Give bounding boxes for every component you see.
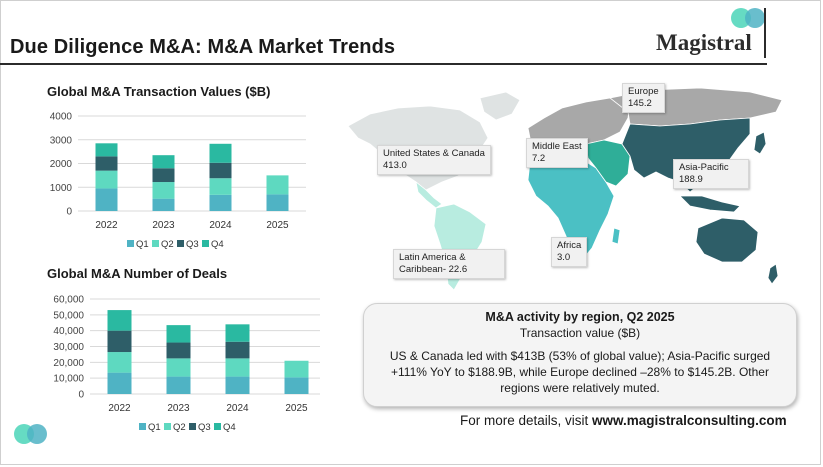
summary-subtitle: Transaction value ($B) <box>519 326 641 340</box>
bar-2022-q1 <box>107 372 132 394</box>
logo-divider <box>764 8 766 58</box>
map-indonesia <box>679 195 741 213</box>
y-tick-label: 4000 <box>50 112 73 123</box>
bar-2023-q2 <box>152 182 175 199</box>
map-middle-east <box>585 139 631 187</box>
bar-2024-q3 <box>225 341 250 359</box>
callout-middle-east: Middle East 7.2 <box>526 138 588 168</box>
y-tick-label: 3000 <box>50 135 73 146</box>
summary-title: M&A activity by region, Q2 2025 <box>485 310 675 324</box>
map-australia <box>695 217 759 263</box>
y-tick-label: 20,000 <box>53 358 84 369</box>
x-tick-label: 2025 <box>285 403 308 414</box>
bar-2024-q2 <box>225 358 250 377</box>
legend-label-q1: Q1 <box>136 239 149 250</box>
legend-label-q3: Q3 <box>186 239 199 250</box>
bar-2024-q3 <box>209 162 232 179</box>
bar-2023-q2 <box>166 358 191 377</box>
x-tick-label: 2025 <box>266 220 289 231</box>
bar-2025-q2 <box>266 175 289 195</box>
map-greenland <box>479 91 521 121</box>
bar-2022-q3 <box>95 156 118 171</box>
bar-2024-q4 <box>209 143 232 163</box>
logo-mark <box>731 8 765 28</box>
legend-label-q2: Q2 <box>173 422 186 433</box>
y-tick-label: 50,000 <box>53 310 84 321</box>
bar-2023-q1 <box>152 198 175 211</box>
legend-label-q4: Q4 <box>223 422 236 433</box>
bar-2025-q1 <box>266 194 289 211</box>
bar-2022-q2 <box>107 352 132 373</box>
legend-swatch-q1 <box>127 240 134 247</box>
bar-2023-q1 <box>166 376 191 394</box>
legend-swatch-q2 <box>152 240 159 247</box>
map-central-america <box>415 181 443 209</box>
x-tick-label: 2023 <box>167 403 190 414</box>
callout-latin-america: Latin America & Caribbean- 22.6 <box>393 249 505 279</box>
x-tick-label: 2022 <box>108 403 131 414</box>
chart-title-deals: Global M&A Number of Deals <box>47 266 228 281</box>
legend-swatch-q3 <box>177 240 184 247</box>
bar-2022-q3 <box>107 330 132 353</box>
chart-number-of-deals: 0 10,000 20,000 30,000 40,000 50,000 60,000 202… <box>53 295 320 433</box>
y-tick-label: 0 <box>66 207 72 218</box>
x-tick-label: 2023 <box>152 220 175 231</box>
legend-swatch-q4 <box>214 423 221 430</box>
y-tick-label: 30,000 <box>53 342 84 353</box>
y-tick-label: 0 <box>78 390 84 401</box>
bar-2024-q1 <box>209 194 232 211</box>
legend-label-q1: Q1 <box>148 422 161 433</box>
callout-africa: Africa 3.0 <box>551 237 588 267</box>
legend-swatch-q2 <box>164 423 171 430</box>
map-japan <box>753 131 767 155</box>
logo-text: Magistral <box>656 30 752 55</box>
y-tick-label: 10,000 <box>53 374 84 385</box>
bar-2023-q4 <box>152 155 175 169</box>
page-title: Due Diligence M&A: M&A Market Trends <box>10 36 396 58</box>
chart-transaction-values: 0 1000 2000 3000 4000 2022 2023 2024 2025 Q1 Q2 Q3 Q… <box>50 112 306 250</box>
summary-body: US & Canada led with $413B (53% of globa… <box>389 349 771 395</box>
legend-swatch-q1 <box>139 423 146 430</box>
map-africa <box>527 155 615 261</box>
y-tick-label: 1000 <box>50 183 73 194</box>
x-tick-label: 2024 <box>209 220 232 231</box>
bar-2024-q2 <box>209 178 232 195</box>
footer-text: For more details, visit www.magistralcon… <box>460 413 787 428</box>
legend-label-q3: Q3 <box>198 422 211 433</box>
bar-2025-q2 <box>284 360 309 378</box>
region-summary-box: M&A activity by region, Q2 2025 Transact… <box>363 303 797 407</box>
bar-2025-q1 <box>284 377 309 394</box>
map-madagascar <box>611 227 621 245</box>
bar-2022-q2 <box>95 170 118 189</box>
x-tick-label: 2022 <box>95 220 118 231</box>
legend-swatch-q3 <box>189 423 196 430</box>
footer-link[interactable]: www.magistralconsulting.com <box>592 413 787 428</box>
footer-logo-mark <box>14 424 47 444</box>
y-tick-label: 60,000 <box>53 295 84 306</box>
callout-us-canada: United States & Canada 413.0 <box>377 145 491 175</box>
callout-europe: Europe 145.2 <box>622 83 665 113</box>
bar-2023-q3 <box>152 168 175 183</box>
y-tick-label: 2000 <box>50 159 73 170</box>
chart-title-values: Global M&A Transaction Values ($B) <box>47 84 271 99</box>
bar-2023-q3 <box>166 342 191 359</box>
bar-2024-q4 <box>225 324 250 342</box>
legend-label-q2: Q2 <box>161 239 174 250</box>
legend-swatch-q4 <box>202 240 209 247</box>
title-underline <box>0 63 767 65</box>
bar-2022-q1 <box>95 188 118 211</box>
x-tick-label: 2024 <box>226 403 249 414</box>
bar-2022-q4 <box>95 143 118 157</box>
callout-asia-pacific: Asia-Pacific 188.9 <box>673 159 749 189</box>
legend-label-q4: Q4 <box>211 239 224 250</box>
bar-2024-q1 <box>225 376 250 394</box>
bar-2022-q4 <box>107 310 132 331</box>
map-new-zealand <box>767 263 779 285</box>
y-tick-label: 40,000 <box>53 326 84 337</box>
bar-2023-q4 <box>166 325 191 343</box>
